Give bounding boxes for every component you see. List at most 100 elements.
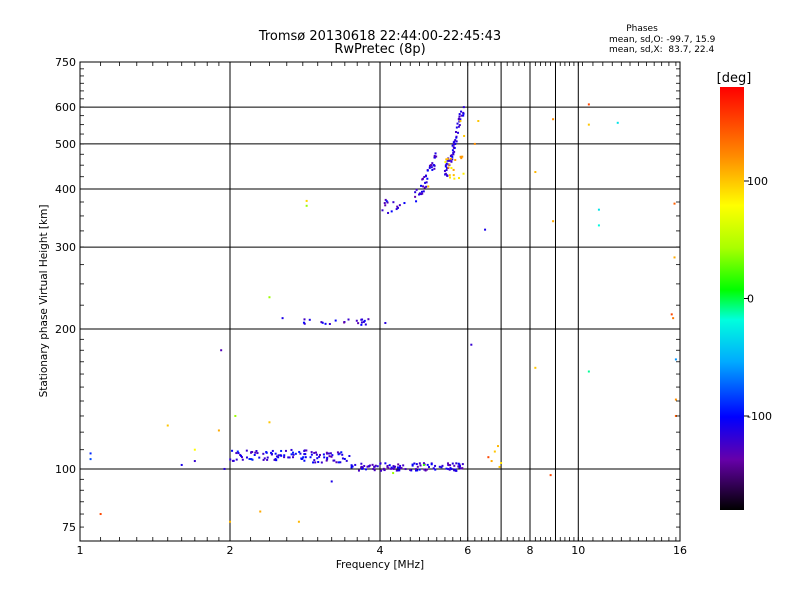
data-point: [453, 464, 456, 467]
data-point: [220, 349, 223, 352]
data-point: [452, 153, 455, 156]
data-point: [350, 465, 353, 468]
data-point: [384, 321, 387, 324]
data-point: [335, 461, 338, 464]
data-point: [430, 463, 433, 466]
y-ticks: 75 100 200 300 400 500 600 750: [55, 56, 680, 534]
data-point: [361, 318, 364, 321]
data-point: [241, 458, 244, 461]
data-point: [294, 452, 297, 455]
data-point: [387, 467, 390, 470]
data-point: [421, 192, 424, 195]
data-point: [498, 465, 501, 468]
data-point: [280, 454, 283, 457]
data-point: [673, 202, 676, 205]
data-point: [403, 202, 406, 205]
data-point: [237, 452, 240, 455]
data-point: [350, 466, 353, 469]
data-point: [549, 474, 552, 477]
data-point: [341, 457, 344, 460]
y-tick-label: 500: [55, 138, 76, 151]
data-point: [265, 451, 268, 454]
data-point: [446, 174, 449, 177]
data-point: [452, 143, 455, 146]
data-point: [360, 462, 363, 465]
data-point: [300, 457, 303, 460]
data-point: [320, 321, 323, 324]
data-point: [462, 112, 465, 115]
data-point: [438, 465, 441, 468]
data-point: [321, 321, 324, 324]
data-point: [301, 457, 304, 460]
data-point: [451, 144, 454, 147]
data-point: [398, 204, 401, 207]
data-point: [345, 459, 348, 462]
data-point: [426, 463, 429, 466]
data-point: [99, 513, 102, 516]
data-point: [317, 461, 320, 464]
data-point: [416, 465, 419, 468]
data-point: [453, 150, 456, 153]
data-point: [281, 317, 284, 320]
data-point: [461, 467, 464, 470]
data-point: [459, 120, 462, 123]
data-point: [455, 136, 458, 139]
data-point: [424, 469, 427, 472]
data-point: [277, 454, 280, 457]
data-point: [426, 177, 429, 180]
data-point: [326, 456, 329, 459]
data-point: [448, 174, 451, 177]
data-point: [425, 185, 428, 188]
data-point: [455, 462, 458, 465]
data-point: [392, 472, 395, 475]
data-point: [441, 464, 444, 467]
data-point: [262, 458, 265, 461]
data-point: [463, 134, 466, 137]
data-point: [347, 318, 350, 321]
data-point: [445, 467, 448, 470]
data-point: [277, 456, 280, 459]
data-point: [275, 459, 278, 462]
data-point: [672, 317, 675, 320]
data-point: [457, 462, 460, 465]
y-tick-label: 300: [55, 241, 76, 254]
colorbar-tick-label: -100: [747, 410, 772, 423]
data-point: [433, 154, 436, 157]
data-point: [431, 162, 434, 165]
data-point: [89, 452, 92, 455]
data-point: [459, 118, 462, 121]
data-point: [266, 456, 269, 459]
data-point: [336, 451, 339, 454]
chart-title: Tromsø 20130618 22:44:00-22:45:43: [258, 29, 501, 44]
data-point: [470, 343, 473, 346]
data-point: [460, 110, 463, 113]
data-point: [381, 209, 384, 212]
data-point: [354, 463, 357, 466]
data-point: [315, 453, 318, 456]
data-point: [459, 155, 462, 158]
data-point: [484, 228, 487, 231]
data-point: [334, 319, 337, 322]
data-point: [411, 463, 414, 466]
data-point: [423, 468, 426, 471]
data-point: [450, 167, 453, 170]
x-tick-label: 1: [77, 544, 84, 557]
data-point: [448, 159, 451, 162]
data-point: [355, 319, 358, 322]
data-point: [457, 125, 460, 128]
data-point: [460, 157, 463, 160]
data-point: [89, 458, 92, 461]
data-point: [360, 465, 363, 468]
grid: [80, 62, 680, 541]
data-point: [255, 449, 258, 452]
data-point: [446, 157, 449, 160]
data-point: [454, 142, 457, 145]
data-point: [390, 210, 393, 213]
data-point: [250, 451, 253, 454]
data-point: [386, 201, 389, 204]
data-point: [291, 451, 294, 454]
data-point: [534, 366, 537, 369]
data-point: [384, 198, 387, 201]
data-point: [390, 466, 393, 469]
